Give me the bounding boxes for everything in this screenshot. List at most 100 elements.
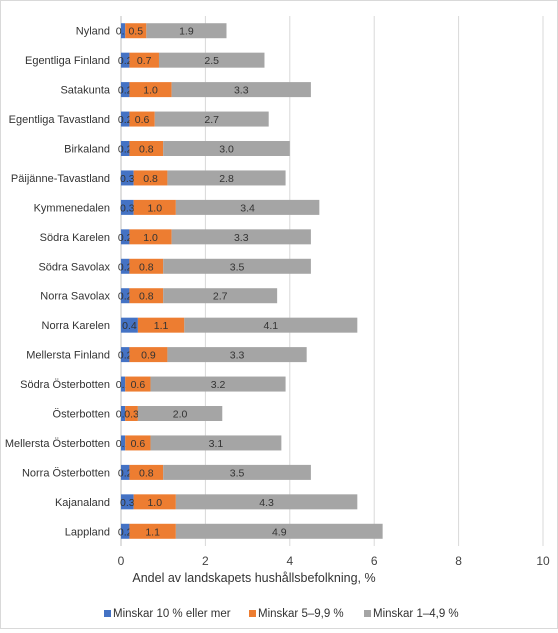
data-label: 0.4: [122, 320, 137, 332]
bar-segment: [121, 199, 134, 215]
bar-segment: [175, 199, 320, 215]
x-tick-label: 6: [371, 554, 378, 568]
bar-segment: [129, 347, 168, 363]
data-label: 0.8: [139, 291, 154, 303]
data-label: 1.1: [154, 320, 169, 332]
bar-segment: [171, 82, 311, 98]
data-label: 1.0: [147, 497, 162, 509]
category-label: Mellersta Österbotten: [5, 438, 110, 450]
bar-segment: [121, 23, 126, 39]
bar-segment: [121, 170, 134, 186]
bar-segment: [167, 170, 286, 186]
bar-segment: [129, 82, 172, 98]
category-label: Päijänne-Tavastland: [11, 173, 110, 185]
bar-segment: [129, 141, 164, 156]
bar-segment: [125, 406, 138, 421]
category-label: Norra Karelen: [42, 320, 110, 332]
bar-segment: [121, 141, 130, 156]
data-label: 0.2: [118, 261, 133, 273]
data-label: 0.8: [139, 467, 154, 479]
bar-segment: [121, 406, 126, 421]
data-label: 0.3: [120, 173, 135, 185]
category-label: Satakunta: [60, 85, 110, 97]
bar-segment: [175, 523, 383, 539]
category-label: Södra Österbotten: [20, 379, 110, 391]
bar-segment: [121, 523, 130, 539]
bar-segment: [171, 229, 311, 245]
bar-segment: [137, 317, 185, 333]
data-label: 1.1: [145, 526, 160, 538]
data-label: 0.2: [118, 467, 133, 479]
bar-segment: [133, 170, 168, 186]
bars: 0.10.5 1.90.2 0.7 2.50.2 1.0 3.30.2 0.6 2.70.2 0…: [116, 23, 383, 539]
bar-segment: [163, 141, 290, 156]
data-label: 1.0: [143, 85, 158, 97]
bar-segment: [158, 52, 265, 68]
bar-segment: [150, 435, 282, 451]
category-label: Mellersta Finland: [26, 350, 110, 362]
category-label: Nyland: [76, 26, 110, 38]
legend-swatch: [249, 610, 256, 617]
bar-segment: [175, 494, 358, 510]
bar-segment: [163, 258, 311, 274]
bar-segment: [129, 288, 164, 304]
data-label: 4.3: [259, 497, 274, 509]
data-label: 0.8: [139, 144, 154, 156]
data-label: 3.4: [240, 202, 255, 214]
category-label: Södra Karelen: [40, 232, 110, 244]
bar-segment: [154, 111, 269, 127]
data-label: 0.2: [118, 232, 133, 244]
gridlines: [120, 16, 544, 546]
x-axis-label: Andel av landskapets hushållsbefolkning,…: [132, 571, 375, 585]
x-tick-label: 0: [118, 554, 125, 568]
bar-segment: [150, 376, 286, 392]
category-label: Egentliga Finland: [25, 55, 110, 67]
data-label: 0.2: [118, 114, 133, 126]
data-label: 3.2: [211, 379, 226, 391]
bar-segment: [125, 376, 151, 392]
bar-segment: [121, 464, 130, 480]
legend-label: Minskar 1–4,9 %: [373, 608, 459, 620]
bar-segment: [129, 52, 159, 68]
data-label: 3.5: [230, 467, 245, 479]
data-label: 1.9: [179, 26, 194, 38]
data-label: 0.2: [118, 144, 133, 156]
bar-segment: [129, 523, 176, 539]
data-label: 0.2: [118, 350, 133, 362]
bar-segment: [133, 199, 176, 215]
data-label: 0.3: [120, 497, 135, 509]
data-label: 0.6: [131, 438, 146, 450]
bar-segment: [121, 82, 130, 98]
data-label: 0.2: [118, 291, 133, 303]
data-label: 0.8: [143, 173, 158, 185]
bar-segment: [163, 464, 311, 480]
category-label: Norra Savolax: [40, 291, 110, 303]
legend-label: Minskar 5–9,9 %: [258, 608, 344, 620]
data-label: 3.3: [234, 232, 249, 244]
bar-segment: [146, 23, 227, 39]
data-label: 3.3: [234, 85, 249, 97]
bar-segment: [121, 347, 130, 363]
bar-segment: [121, 288, 130, 304]
data-label: 0.2: [118, 55, 133, 67]
x-tick-label: 4: [286, 554, 293, 568]
bar-segment: [121, 317, 138, 333]
legend: Minskar 10 % eller mer Minskar 5–9,9 % Min…: [104, 608, 459, 620]
data-label: 0.2: [118, 526, 133, 538]
x-tick-labels: 0 2 4 6 8 10: [118, 554, 550, 568]
category-label: Egentliga Tavastland: [9, 114, 110, 126]
data-label: 0.3: [124, 409, 139, 421]
bar-segment: [121, 111, 130, 127]
data-label: 3.3: [230, 350, 245, 362]
legend-swatch: [104, 610, 111, 617]
data-label: 1.0: [143, 232, 158, 244]
x-tick-label: 8: [455, 554, 462, 568]
bar-segment: [121, 52, 130, 68]
data-label: 2.7: [204, 114, 219, 126]
bar-segment: [129, 464, 164, 480]
data-label: 3.5: [230, 261, 245, 273]
bar-segment: [167, 347, 307, 363]
bar-segment: [125, 435, 151, 451]
category-label: Birkaland: [64, 144, 110, 156]
data-label: 3.0: [219, 144, 234, 156]
